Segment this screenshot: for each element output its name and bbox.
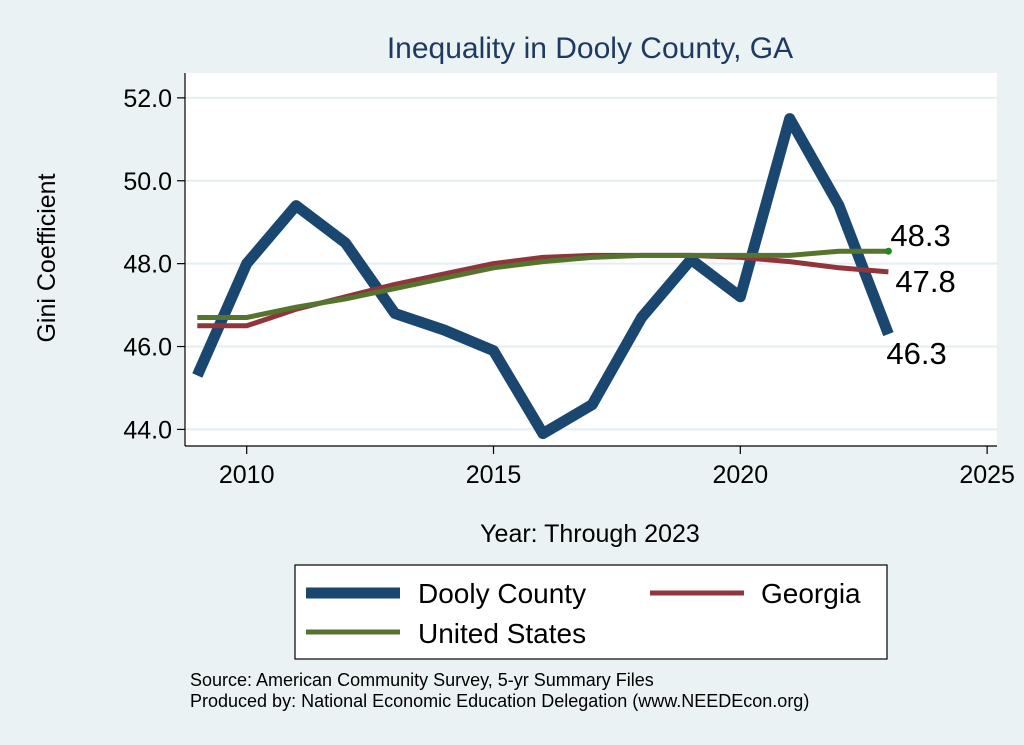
chart-title: Inequality in Dooly County, GA <box>387 32 793 65</box>
series-end-marker <box>884 247 892 255</box>
y-tick-label: 52.0 <box>123 85 172 113</box>
legend-label-united-states: United States <box>418 618 586 649</box>
source-line: Source: American Community Survey, 5-yr … <box>190 670 654 690</box>
x-axis-label: Year: Through 2023 <box>480 520 700 548</box>
end-label-dooly-county: 46.3 <box>886 336 946 371</box>
source-note: Source: American Community Survey, 5-yr … <box>190 670 809 712</box>
y-axis-label: Gini Coefficient <box>33 173 61 342</box>
y-tick-label: 44.0 <box>123 416 172 444</box>
series-line-united-states <box>197 248 889 320</box>
end-labels: 46.3 47.8 48.3 <box>886 218 955 371</box>
x-tick-label: 2025 <box>959 461 1015 489</box>
y-ticks: 44.0 46.0 48.0 50.0 52.0 <box>123 85 185 444</box>
legend-box <box>294 564 888 660</box>
legend: Dooly County Georgia United States <box>294 564 888 660</box>
produced-by-line: Produced by: National Economic Education… <box>190 691 810 711</box>
series-lines <box>192 113 894 440</box>
x-tick-label: 2010 <box>219 461 275 489</box>
x-ticks: 2010 2015 2020 2025 <box>219 446 1015 489</box>
y-tick-label: 50.0 <box>123 168 172 196</box>
legend-label-dooly-county: Dooly County <box>418 578 586 609</box>
y-tick-label: 46.0 <box>123 334 172 362</box>
end-label-georgia: 47.8 <box>895 264 955 299</box>
x-tick-label: 2020 <box>713 461 769 489</box>
y-tick-label: 48.0 <box>123 251 172 279</box>
series-line-dooly-county <box>192 113 894 440</box>
legend-label-georgia: Georgia <box>761 578 861 609</box>
axes <box>184 73 997 447</box>
x-tick-label: 2015 <box>466 461 522 489</box>
end-label-united-states: 48.3 <box>890 218 950 253</box>
